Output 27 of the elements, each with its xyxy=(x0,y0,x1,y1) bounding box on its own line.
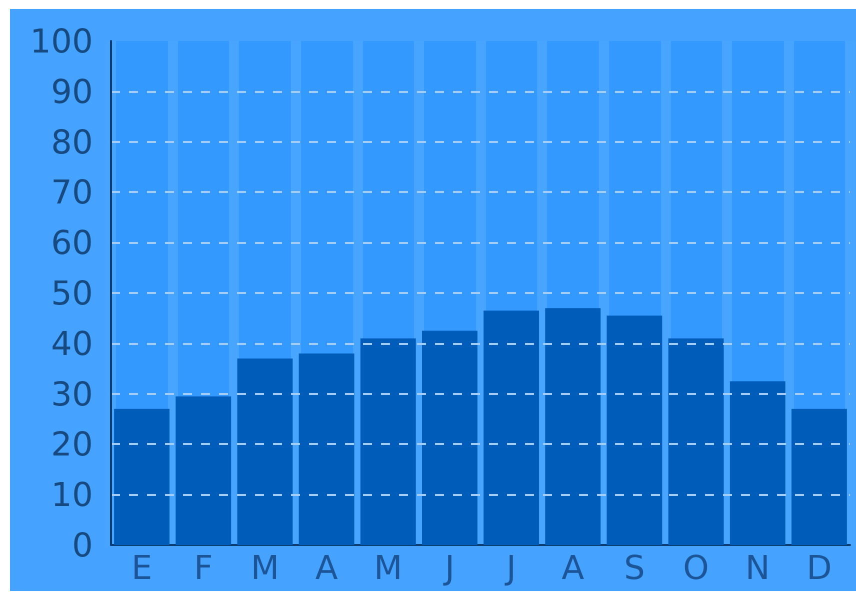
x-tick-label: M xyxy=(374,548,402,587)
x-tick-label: J xyxy=(504,548,516,587)
y-tick-label: 60 xyxy=(51,223,93,262)
y-tick-label: 40 xyxy=(51,324,93,363)
bar xyxy=(176,396,232,545)
y-tick-label: 80 xyxy=(51,122,93,162)
x-tick-label: S xyxy=(624,548,645,587)
y-tick-label: 30 xyxy=(51,374,93,414)
bar xyxy=(791,408,847,545)
y-tick-label: 10 xyxy=(51,475,93,514)
y-tick-label: 20 xyxy=(51,424,93,464)
y-tick-label: 0 xyxy=(72,526,93,564)
y-tick-label: 70 xyxy=(51,172,93,212)
y-tick-label: 90 xyxy=(51,72,93,111)
x-tick-label: N xyxy=(745,548,770,587)
x-tick-label: F xyxy=(194,548,213,587)
x-tick-label: A xyxy=(315,548,338,587)
x-tick-label: M xyxy=(250,548,280,587)
bar xyxy=(114,408,170,545)
bar xyxy=(730,381,786,545)
x-tick-label: E xyxy=(131,548,152,587)
y-tick-label: 100 xyxy=(30,22,93,60)
x-tick-label: A xyxy=(562,548,585,587)
x-tick-label: O xyxy=(683,548,710,587)
y-tick-label: 50 xyxy=(51,274,93,312)
x-tick-label: D xyxy=(806,548,832,587)
x-tick-label: J xyxy=(442,548,455,587)
